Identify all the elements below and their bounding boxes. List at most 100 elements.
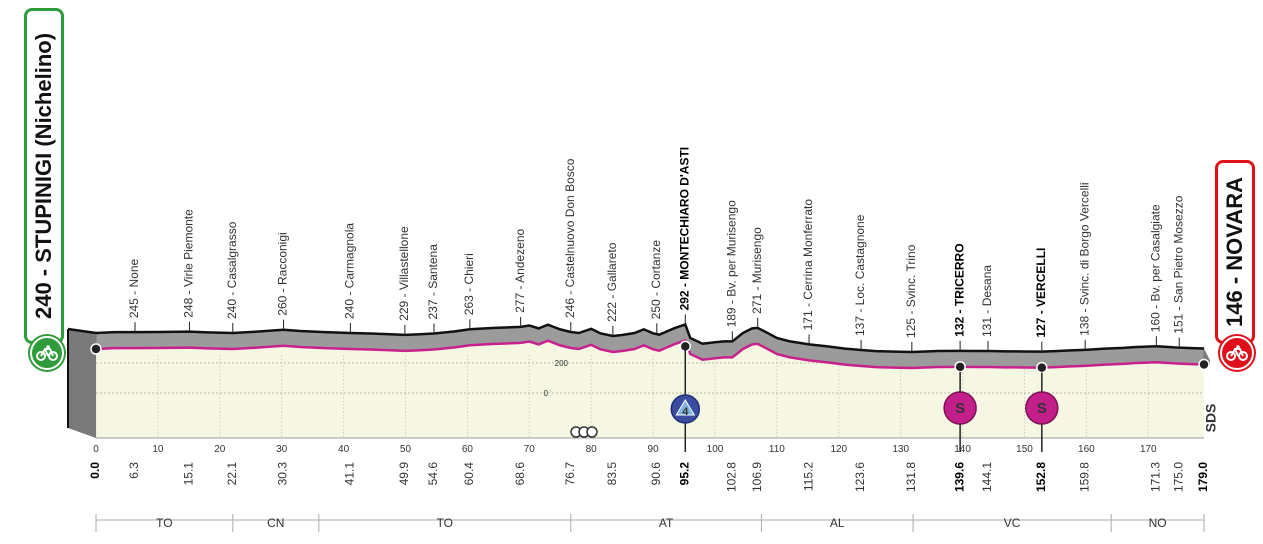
km-marker: 15.1	[182, 462, 196, 486]
profile-top-line	[67, 327, 97, 335]
place-label: 137 - Loc. Castagnone	[853, 214, 867, 336]
x-tick-label: 70	[524, 444, 536, 455]
place-label: 246 - Castelnuovo Don Bosco	[563, 158, 577, 318]
start-town-label: 240 - STUPINIGI (Nichelino)	[31, 32, 56, 320]
x-tick-label: 170	[1140, 444, 1157, 455]
x-tick-label: 110	[769, 444, 785, 455]
x-tick-label: 60	[462, 444, 474, 455]
finish-town-label: 146 - NOVARA	[1222, 177, 1247, 327]
place-label: 240 - Casalgrasso	[225, 221, 239, 319]
finish-point	[1198, 358, 1210, 371]
y-tick-label: 200	[555, 359, 569, 368]
km-marker: 68.6	[513, 462, 527, 486]
place-label: 131 - Desana	[980, 265, 994, 337]
profile-top-line	[95, 322, 1205, 354]
sprint-label: S	[955, 400, 965, 417]
bicycle-icon	[36, 345, 58, 361]
x-tick-label: 80	[586, 444, 598, 455]
km-marker: 152.8	[1034, 462, 1048, 492]
km-marker: 76.7	[563, 462, 577, 486]
km-marker: 83.5	[605, 462, 619, 486]
km-marker: 102.8	[724, 462, 738, 492]
y-tick-label: 0	[544, 389, 549, 398]
sprint-dot	[1036, 361, 1048, 374]
place-label: 260 - Racconigi	[276, 232, 290, 315]
place-label: 222 - Gallareto	[605, 242, 619, 322]
x-tick-label: 150	[1016, 444, 1033, 455]
finish-label-box: 146 - NOVARA	[1215, 160, 1255, 344]
region-label: NO	[1149, 516, 1167, 530]
region-label: AL	[830, 516, 845, 530]
km-marker: 175.0	[1171, 462, 1185, 492]
cobble-icon	[586, 426, 598, 438]
start-label-box: 240 - STUPINIGI (Nichelino)	[24, 8, 64, 344]
km-marker: 95.2	[677, 462, 691, 486]
place-label: 277 - Andezeno	[513, 228, 527, 312]
place-label: 171 - Cerrina Monferrato	[801, 199, 815, 331]
region-label: TO	[437, 516, 453, 530]
place-label: 245 - None	[127, 258, 141, 318]
x-tick-label: 0	[93, 444, 99, 455]
x-tick-label: 130	[892, 444, 909, 455]
x-tick-label: 40	[338, 444, 350, 455]
km-marker: 49.9	[397, 462, 411, 486]
x-tick-label: 100	[707, 444, 724, 455]
kom-summit-dot	[679, 340, 692, 353]
region-label: VC	[1004, 516, 1021, 530]
km-marker: 144.1	[980, 462, 994, 492]
x-tick-label: 50	[400, 444, 412, 455]
km-marker: 179.0	[1196, 462, 1210, 492]
plain-area	[96, 340, 1204, 438]
x-tick-label: 10	[152, 444, 164, 455]
km-marker: 106.9	[750, 462, 764, 492]
start-flag-icon	[30, 336, 64, 370]
place-label: 237 - Santena	[426, 244, 440, 320]
place-label: 160 - Bv. per Casalgiate	[1149, 204, 1163, 332]
km-marker: 22.1	[225, 462, 239, 486]
km-marker: 115.2	[801, 462, 815, 491]
bicycle-icon	[1226, 345, 1248, 361]
km-marker: 139.6	[952, 462, 966, 492]
finish-flag-icon	[1220, 336, 1254, 370]
place-label: 240 - Carmagnola	[343, 223, 357, 319]
place-label: 292 - MONTECHIARO D'ASTI	[677, 147, 691, 311]
km-marker: 90.6	[649, 462, 663, 486]
km-marker: 123.6	[853, 462, 867, 492]
km-marker: 54.6	[426, 462, 440, 486]
km-marker: 30.3	[276, 462, 290, 486]
mountain-icon	[675, 399, 696, 416]
x-tick-label: 120	[830, 444, 847, 455]
sprint-label: S	[1037, 400, 1047, 417]
sds-logo: SDS	[1203, 404, 1219, 433]
place-label: 132 - TRICERRO	[952, 243, 966, 336]
km-marker: 171.3	[1149, 462, 1163, 492]
sprint-badge	[1025, 391, 1059, 425]
region-label: AT	[659, 516, 674, 530]
place-label: 229 - Villastellone	[397, 226, 411, 321]
x-tick-label: 90	[648, 444, 660, 455]
place-label: 189 - Bv. per Murisengo	[724, 200, 738, 327]
km-marker: 0.0	[88, 462, 102, 479]
place-label: 127 - VERCELLI	[1034, 248, 1048, 338]
profile-side	[68, 329, 96, 438]
x-tick-label: 20	[214, 444, 226, 455]
sprint-dot	[954, 361, 966, 373]
kom-category: 4	[682, 406, 689, 418]
sds-logo-text: SDS	[1203, 404, 1219, 433]
x-tick-label: 30	[276, 444, 288, 455]
place-label: 250 - Cortanze	[649, 240, 663, 320]
region-label: TO	[156, 516, 172, 530]
place-label: 151 - San Pietro Mosezzo	[1171, 195, 1185, 333]
km-marker: 159.8	[1077, 462, 1091, 492]
km-marker: 41.1	[343, 462, 357, 486]
place-label: 138 - Svinc. di Borgo Vercelli	[1077, 182, 1091, 335]
sprint-badge	[943, 391, 977, 425]
km-marker: 60.4	[462, 462, 476, 486]
place-label: 263 - Chieri	[462, 253, 476, 315]
km-marker: 131.8	[904, 462, 918, 492]
place-label: 125 - Svinc. Trino	[904, 244, 918, 338]
km-marker: 6.3	[127, 462, 141, 479]
start-point	[90, 343, 102, 355]
place-label: 271 - Murisengo	[750, 227, 764, 314]
